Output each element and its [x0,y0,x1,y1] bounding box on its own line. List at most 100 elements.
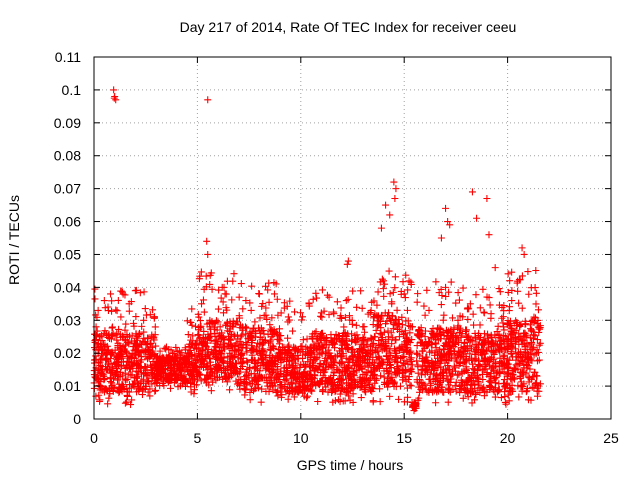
data-point [404,317,412,325]
data-point [414,369,422,377]
data-point [93,376,101,384]
data-point [282,376,290,384]
data-point [458,369,466,377]
data-point [533,379,541,387]
data-point [312,344,320,352]
data-point [382,342,390,350]
data-point [153,379,161,387]
data-point [107,290,115,298]
data-point [262,304,270,312]
data-point [106,390,114,398]
data-point [403,306,411,314]
data-point [442,293,450,301]
data-point [96,397,104,405]
data-point [216,323,224,331]
data-point [214,305,222,313]
data-point [440,311,448,319]
data-point [387,329,395,337]
data-point [391,195,399,203]
data-point [226,336,234,344]
data-point [406,355,414,363]
data-point [131,287,139,295]
data-point [340,323,348,331]
data-point [338,359,346,367]
data-point [402,271,410,279]
data-point [228,296,236,304]
data-point [342,354,350,362]
data-point [408,323,416,331]
data-point [239,326,247,334]
data-point [333,298,341,306]
data-point [222,321,230,329]
data-point [109,369,117,377]
data-point [170,379,178,387]
data-point [390,178,398,186]
data-point [495,385,503,393]
data-point [91,285,99,293]
data-point [237,358,245,366]
data-point [465,305,473,313]
data-point [444,377,452,385]
data-point [434,336,442,344]
data-point [350,371,358,379]
data-point [93,327,101,335]
data-point [375,354,383,362]
data-point [237,351,245,359]
data-point [431,364,439,372]
data-point [505,397,513,405]
data-point [475,361,483,369]
data-point [391,284,399,292]
y-tick-label: 0.1 [62,82,82,98]
data-point [169,367,177,375]
data-point [119,381,127,389]
data-point [104,400,112,408]
data-point [381,378,389,386]
data-point [280,343,288,351]
data-point [337,344,345,352]
data-point [260,312,268,320]
data-point [105,394,113,402]
data-point [394,366,402,374]
data-point [112,96,120,104]
data-point [532,350,540,358]
data-point [322,383,330,391]
data-point [266,338,274,346]
data-point [499,323,507,331]
data-point [316,363,324,371]
data-point [322,341,330,349]
data-point [171,356,179,364]
data-point [467,389,475,397]
data-point [533,357,541,365]
data-point [212,376,220,384]
data-point [284,334,292,342]
data-point [413,376,421,384]
data-point [432,358,440,366]
data-point [395,395,403,403]
data-point [454,289,462,297]
data-point [422,367,430,375]
data-point [485,377,493,385]
data-point [313,379,321,387]
data-point [239,305,247,313]
data-point [336,398,344,406]
data-point [337,386,345,394]
data-point [495,285,503,293]
data-point [427,381,435,389]
data-point [454,316,462,324]
data-point [159,355,167,363]
data-point [348,364,356,372]
data-point [506,277,514,285]
data-point [371,346,379,354]
data-point [353,303,361,311]
data-point [402,334,410,342]
data-point [341,397,349,405]
data-point [219,298,227,306]
data-point [194,331,202,339]
data-point [106,355,114,363]
data-point [273,295,281,303]
data-point [346,358,354,366]
data-point [407,280,415,288]
data-point [298,316,306,324]
data-point [197,268,205,276]
data-point [239,359,247,367]
